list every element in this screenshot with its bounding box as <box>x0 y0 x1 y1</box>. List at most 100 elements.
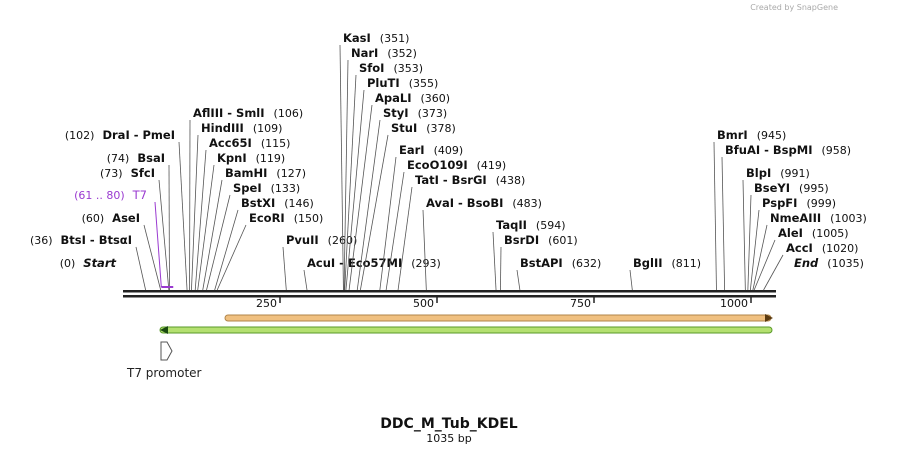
site-line <box>500 246 502 291</box>
site-position: (945) <box>757 129 787 142</box>
orange-arrow <box>765 314 773 322</box>
site-name: HindIII <box>201 121 244 135</box>
title: DDC_M_Tub_KDEL <box>380 416 517 432</box>
site-line <box>178 141 188 291</box>
site-line <box>135 246 146 291</box>
site-position: (109) <box>253 122 283 135</box>
site-name: KasI <box>343 31 371 45</box>
tick-label: 250 <box>256 297 277 310</box>
site-line <box>194 149 207 291</box>
site-position: (958) <box>821 144 851 157</box>
site-name: TaqII <box>496 218 527 232</box>
site-position: (409) <box>434 144 464 157</box>
site-position: (60) <box>82 212 105 225</box>
site-name: SfcI <box>131 166 155 180</box>
site-line <box>214 209 239 291</box>
site-position: (115) <box>261 137 291 150</box>
site-line <box>303 269 308 291</box>
site-position: (119) <box>256 152 286 165</box>
site-position: (106) <box>274 107 304 120</box>
site-line <box>356 119 381 291</box>
site-line <box>339 44 344 291</box>
tick-label: 750 <box>570 297 591 310</box>
feature-label: T7 promoter <box>126 366 202 380</box>
site-name: TatI - BsrGI <box>415 173 487 187</box>
site-position: (438) <box>496 174 526 187</box>
site-line <box>629 269 633 291</box>
site-name: AccI <box>786 241 813 255</box>
site-position: (991) <box>780 167 810 180</box>
site-line <box>516 269 521 291</box>
site-name: NmeAIII <box>770 211 821 225</box>
site-name: AcuI - Eco57MI <box>307 256 402 270</box>
site-name: PspFI <box>762 196 797 210</box>
site-position: (146) <box>284 197 314 210</box>
site-name: DraI - PmeI <box>102 128 175 142</box>
site-line <box>492 231 497 291</box>
site-name: BstXI <box>241 196 275 210</box>
orange-feature <box>224 314 772 322</box>
site-line <box>197 164 215 291</box>
site-line <box>348 104 373 291</box>
site-position: (378) <box>426 122 456 135</box>
site-line <box>343 59 349 291</box>
site-name: Acc65I <box>209 136 252 150</box>
green-feature <box>159 326 773 334</box>
site-line <box>749 209 760 291</box>
site-name: EarI <box>399 143 425 157</box>
green-arrow <box>160 326 168 334</box>
site-position: (351) <box>380 32 410 45</box>
site-line <box>206 194 231 291</box>
site-position: (999) <box>806 197 836 210</box>
site-position: (1003) <box>830 212 867 225</box>
site-position: (1020) <box>822 242 859 255</box>
backbone-top <box>123 290 776 293</box>
site-name: BlpI <box>746 166 771 180</box>
backbone-bottom <box>123 295 776 298</box>
length-label: 1035 bp <box>426 432 471 445</box>
site-name: PvuII <box>286 233 319 247</box>
tick-label: 500 <box>413 297 434 310</box>
site-position: (73) <box>100 167 123 180</box>
site-position: (1005) <box>812 227 849 240</box>
site-position: (127) <box>276 167 306 180</box>
site-name: Start <box>83 256 116 270</box>
site-name: BsrDI <box>504 233 539 247</box>
site-position: (353) <box>393 62 423 75</box>
t7-line <box>154 201 162 288</box>
site-name: EcoRI <box>249 211 285 225</box>
site-position: (995) <box>799 182 829 195</box>
site-position: (419) <box>477 159 507 172</box>
site-position: (483) <box>512 197 542 210</box>
site-position: (632) <box>572 257 602 270</box>
site-position: (133) <box>271 182 301 195</box>
site-position: (352) <box>387 47 417 60</box>
site-name: StyI <box>383 106 409 120</box>
site-name: EcoO109I <box>407 158 468 172</box>
site-line <box>742 179 746 291</box>
site-line <box>721 156 726 291</box>
site-position: (594) <box>536 219 566 232</box>
watermark: Created by SnapGene <box>750 3 838 12</box>
site-name: BamHI <box>225 166 267 180</box>
site-name: BmrI <box>717 128 748 142</box>
site-name: BsaI <box>137 151 165 165</box>
site-position: (360) <box>421 92 451 105</box>
site-line <box>747 194 752 291</box>
site-line <box>216 224 247 291</box>
tick-label: 1000 <box>720 297 748 310</box>
t7-promoter-arrow <box>160 341 173 361</box>
site-name: ApaLI <box>375 91 412 105</box>
site-name: NarI <box>351 46 378 60</box>
site-position: (601) <box>548 234 578 247</box>
site-line <box>422 209 427 291</box>
site-line <box>143 224 162 291</box>
site-line <box>191 134 199 291</box>
site-line <box>202 179 223 291</box>
site-line <box>713 141 717 291</box>
site-name: End <box>794 256 819 270</box>
site-name: StuI <box>391 121 417 135</box>
site-position: (150) <box>294 212 324 225</box>
site-line <box>753 239 776 291</box>
